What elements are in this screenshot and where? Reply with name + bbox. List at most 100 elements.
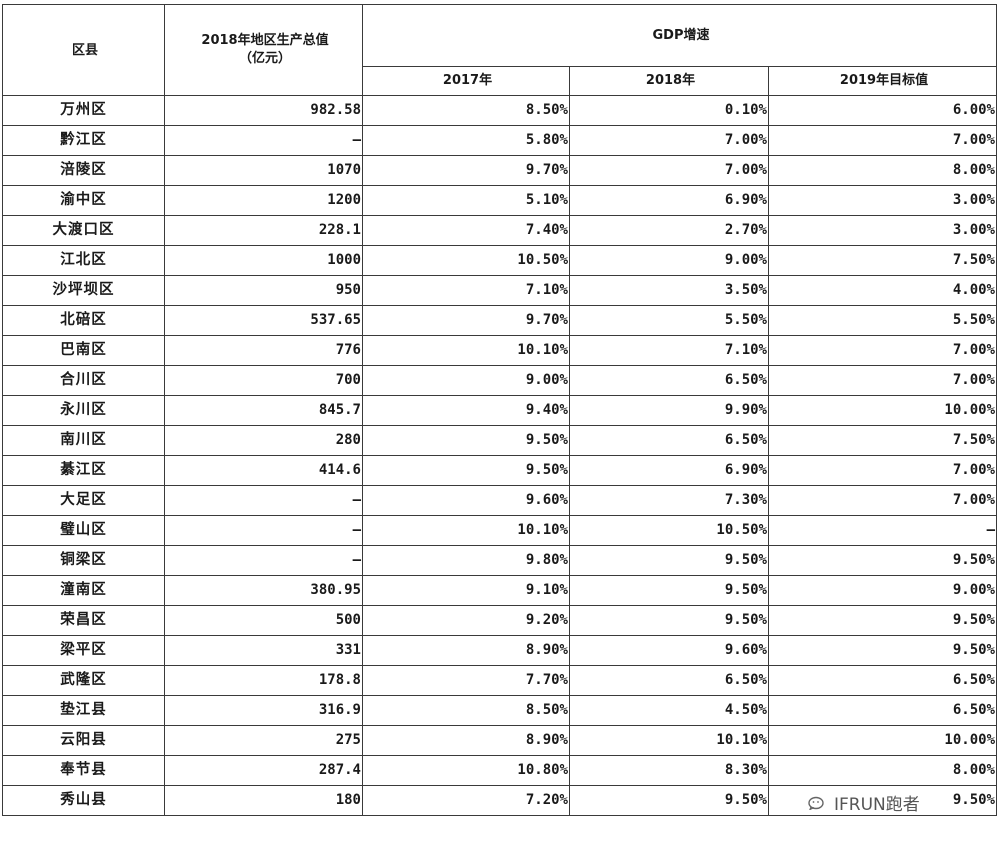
cell-growth-2017: 9.80%: [362, 545, 570, 576]
cell-growth-2017: 8.90%: [362, 635, 570, 666]
header-row-top: 区县 2018年地区生产总值 （亿元） GDP增速: [2, 4, 997, 96]
header-gdp-value-line1: 2018年地区生产总值: [201, 33, 329, 48]
table-row: 江北区 1000 10.50% 9.00% 7.50%: [2, 245, 997, 276]
cell-growth-2017: 5.80%: [362, 125, 570, 156]
cell-district: 秀山县: [2, 785, 165, 816]
cell-target-2019: 3.00%: [768, 215, 997, 246]
cell-growth-2017: 10.10%: [362, 515, 570, 546]
cell-gdp-value: 845.7: [164, 395, 363, 426]
cell-gdp-value: 982.58: [164, 95, 363, 126]
cell-growth-2018: 6.50%: [569, 365, 769, 396]
cell-growth-2018: 10.50%: [569, 515, 769, 546]
cell-growth-2017: 10.80%: [362, 755, 570, 786]
wechat-icon: [808, 796, 824, 810]
cell-target-2019: 9.00%: [768, 575, 997, 606]
cell-growth-2017: 9.70%: [362, 155, 570, 186]
cell-district: 江北区: [2, 245, 165, 276]
cell-gdp-value: 380.95: [164, 575, 363, 606]
table-row: 荣昌区 500 9.20% 9.50% 9.50%: [2, 605, 997, 636]
cell-growth-2017: 7.40%: [362, 215, 570, 246]
table-row: 武隆区 178.8 7.70% 6.50% 6.50%: [2, 665, 997, 696]
header-2018: 2018年: [569, 66, 769, 96]
cell-target-2019: 4.00%: [768, 275, 997, 306]
table-row: 涪陵区 1070 9.70% 7.00% 8.00%: [2, 155, 997, 186]
table-row: 沙坪坝区 950 7.10% 3.50% 4.00%: [2, 275, 997, 306]
cell-gdp-value: —: [164, 515, 363, 546]
cell-growth-2018: 9.00%: [569, 245, 769, 276]
cell-target-2019: 7.00%: [768, 125, 997, 156]
table-body: 万州区 982.58 8.50% 0.10% 6.00% 黔江区 —5.80% 7.00% 7.…: [2, 95, 997, 816]
cell-growth-2018: 2.70%: [569, 215, 769, 246]
header-2017: 2017年: [362, 66, 570, 96]
cell-growth-2018: 4.50%: [569, 695, 769, 726]
cell-growth-2017: 8.50%: [362, 95, 570, 126]
cell-district: 涪陵区: [2, 155, 165, 186]
cell-target-2019: 5.50%: [768, 305, 997, 336]
cell-growth-2018: 5.50%: [569, 305, 769, 336]
table-row: 万州区 982.58 8.50% 0.10% 6.00%: [2, 95, 997, 126]
cell-district: 武隆区: [2, 665, 165, 696]
table-row: 南川区 280 9.50% 6.50% 7.50%: [2, 425, 997, 456]
cell-growth-2018: 9.50%: [569, 545, 769, 576]
header-gdp-value: 2018年地区生产总值 （亿元）: [164, 4, 363, 96]
cell-gdp-value: 500: [164, 605, 363, 636]
cell-gdp-value: 1070: [164, 155, 363, 186]
gdp-table: 区县 2018年地区生产总值 （亿元） GDP增速 2017年 2018年 20…: [2, 4, 997, 816]
cell-gdp-value: 178.8: [164, 665, 363, 696]
cell-target-2019: 3.00%: [768, 185, 997, 216]
cell-district: 大足区: [2, 485, 165, 516]
cell-target-2019: 8.00%: [768, 755, 997, 786]
header-district: 区县: [2, 4, 165, 96]
cell-target-2019: 10.00%: [768, 395, 997, 426]
cell-growth-2017: 9.00%: [362, 365, 570, 396]
cell-gdp-value: 776: [164, 335, 363, 366]
cell-gdp-value: 950: [164, 275, 363, 306]
cell-target-2019: 6.00%: [768, 95, 997, 126]
cell-growth-2018: 7.30%: [569, 485, 769, 516]
cell-growth-2018: 6.50%: [569, 425, 769, 456]
table-row: 云阳县 275 8.90% 10.10% 10.00%: [2, 725, 997, 756]
cell-target-2019: 10.00%: [768, 725, 997, 756]
table-row: 巴南区 776 10.10% 7.10% 7.00%: [2, 335, 997, 366]
table-row: 铜梁区 —9.80% 9.50% 9.50%: [2, 545, 997, 576]
table-row: 黔江区 —5.80% 7.00% 7.00%: [2, 125, 997, 156]
table-row: 梁平区 331 8.90% 9.60% 9.50%: [2, 635, 997, 666]
cell-growth-2017: 9.10%: [362, 575, 570, 606]
cell-district: 大渡口区: [2, 215, 165, 246]
header-gdp-growth: GDP增速: [362, 4, 997, 67]
cell-district: 梁平区: [2, 635, 165, 666]
cell-district: 璧山区: [2, 515, 165, 546]
cell-growth-2018: 8.30%: [569, 755, 769, 786]
table-row: 北碚区 537.65 9.70% 5.50% 5.50%: [2, 305, 997, 336]
cell-growth-2018: 6.90%: [569, 455, 769, 486]
cell-growth-2018: 9.50%: [569, 785, 769, 816]
cell-target-2019: 9.50%: [768, 635, 997, 666]
cell-gdp-value: 287.4: [164, 755, 363, 786]
cell-target-2019: 7.00%: [768, 455, 997, 486]
cell-gdp-value: 228.1: [164, 215, 363, 246]
cell-growth-2018: 9.60%: [569, 635, 769, 666]
header-gdp-value-line2: （亿元）: [238, 51, 291, 66]
gdp-table-container: 区县 2018年地区生产总值 （亿元） GDP增速 2017年 2018年 20…: [2, 4, 997, 816]
cell-gdp-value: —: [164, 125, 363, 156]
cell-growth-2017: 9.50%: [362, 455, 570, 486]
watermark: IFRUN跑者: [808, 790, 920, 815]
cell-target-2019: 8.00%: [768, 155, 997, 186]
cell-growth-2018: 0.10%: [569, 95, 769, 126]
cell-district: 万州区: [2, 95, 165, 126]
table-row: 璧山区 —10.10% 10.50% —: [2, 515, 997, 546]
cell-district: 永川区: [2, 395, 165, 426]
table-row: 大足区 —9.60% 7.30% 7.00%: [2, 485, 997, 516]
cell-target-2019: 7.50%: [768, 425, 997, 456]
cell-growth-2017: 9.60%: [362, 485, 570, 516]
cell-target-2019: 6.50%: [768, 695, 997, 726]
table-row: 渝中区 1200 5.10% 6.90% 3.00%: [2, 185, 997, 216]
cell-target-2019: 7.00%: [768, 485, 997, 516]
cell-growth-2018: 9.50%: [569, 575, 769, 606]
table-row: 合川区 700 9.00% 6.50% 7.00%: [2, 365, 997, 396]
cell-growth-2017: 10.50%: [362, 245, 570, 276]
cell-growth-2017: 9.70%: [362, 305, 570, 336]
cell-district: 渝中区: [2, 185, 165, 216]
cell-district: 沙坪坝区: [2, 275, 165, 306]
cell-growth-2017: 9.20%: [362, 605, 570, 636]
